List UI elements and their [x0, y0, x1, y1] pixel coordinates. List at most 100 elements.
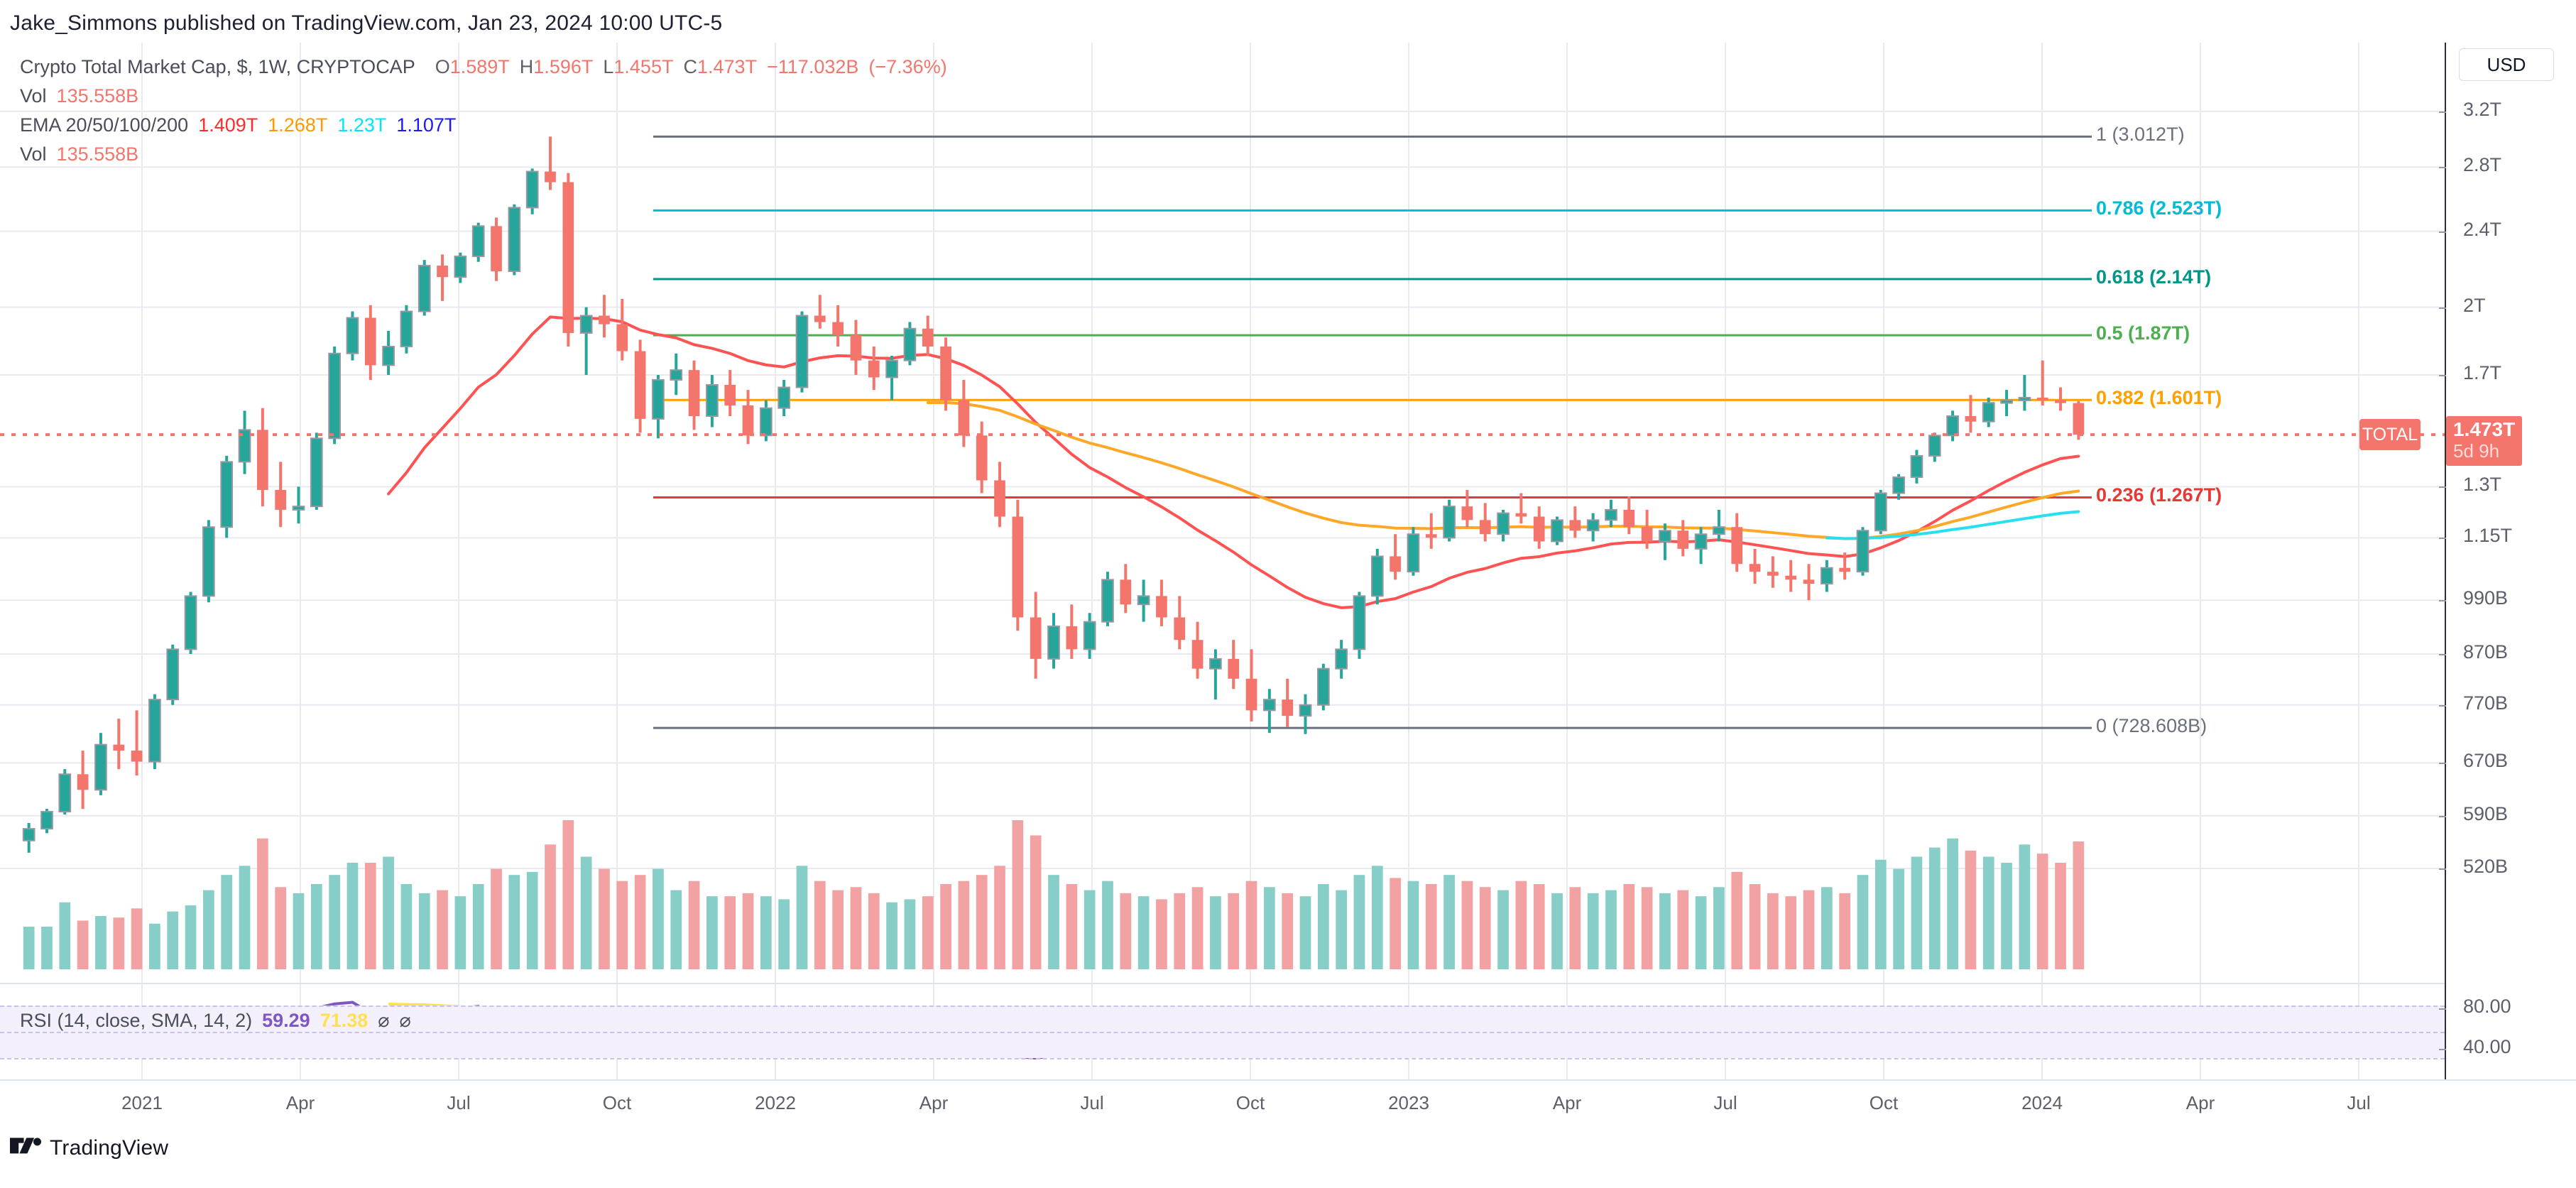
price-tick-11: 590B — [2463, 802, 2509, 824]
attribution-text: Jake_Simmons published on TradingView.co… — [10, 11, 723, 35]
candle-body — [1659, 530, 1671, 543]
rsi-pane[interactable]: RSI (14, close, SMA, 14, 2) 59.29 71.38 ⌀ ⌀ — [0, 983, 2445, 1079]
rsi-lower-band-line — [0, 1058, 2445, 1059]
volume-bar — [1587, 893, 1599, 969]
candle-body — [795, 315, 809, 388]
volume-bar — [886, 902, 897, 969]
tradingview-brand-name: TradingView — [50, 1136, 169, 1160]
candle-body — [652, 378, 665, 420]
legend-close-value: 1.473T — [697, 56, 758, 77]
legend-volume-row-2[interactable]: Vol 135.558B — [20, 140, 947, 169]
chart-frame: Crypto Total Market Cap, $, 1W, CRYPTOCA… — [0, 43, 2576, 1122]
price-axis[interactable]: USD 3.2T 2.8T 2.4T 2T 1.7T 1.3T 1.15T 990B 870B 7… — [2439, 43, 2576, 1079]
fib-label-0.382[interactable]: 0.382 (1.601T) — [2096, 387, 2222, 409]
legend-ema20-value: 1.409T — [198, 114, 258, 136]
candle-body — [382, 345, 395, 366]
legend-change-pct: (−7.36%) — [868, 56, 947, 77]
volume-bar — [1982, 856, 1994, 969]
price-tick-mark-11 — [2439, 815, 2446, 817]
time-tick-3: Oct — [602, 1092, 632, 1113]
fib-label-0.236[interactable]: 0.236 (1.267T) — [2096, 484, 2222, 506]
candle-body — [706, 383, 719, 418]
candle-body — [2000, 399, 2013, 404]
volume-bar — [221, 875, 233, 969]
candle-body — [1586, 519, 1600, 532]
chart-canvas — [0, 43, 2445, 1079]
legend-ema-row[interactable]: EMA 20/50/100/200 1.409T 1.268T 1.23T 1.107T — [20, 111, 947, 140]
candle-body — [1120, 579, 1132, 605]
volume-bar — [2019, 844, 2031, 969]
fib-label-0[interactable]: 0 (728.608B) — [2096, 715, 2207, 737]
candle-body — [1282, 699, 1294, 716]
volume-bar — [491, 868, 502, 969]
volume-bar — [239, 866, 251, 969]
time-tick-9: Apr — [1552, 1092, 1582, 1113]
candle-body — [1174, 617, 1186, 641]
rsi-legend[interactable]: RSI (14, close, SMA, 14, 2) 59.29 71.38 ⌀ ⌀ — [20, 1010, 411, 1032]
legend-symbol: Crypto Total Market Cap, $, 1W, CRYPTOCA… — [20, 56, 415, 77]
legend-change-abs: −117.032B — [767, 56, 859, 77]
volume-bar — [814, 881, 826, 969]
fib-label-0.786[interactable]: 0.786 (2.523T) — [2096, 197, 2222, 219]
candle-body — [688, 370, 700, 417]
candle-body — [471, 225, 485, 257]
volume-bar — [742, 893, 754, 969]
volume-bar — [653, 868, 664, 969]
volume-bar — [778, 899, 790, 969]
price-tick-0: 3.2T — [2463, 98, 2502, 120]
current-price-badge[interactable]: 1.473T 5d 9h — [2446, 416, 2523, 467]
fib-label-0.618[interactable]: 0.618 (2.14T) — [2096, 266, 2212, 288]
candle-body — [184, 595, 197, 650]
volume-bar — [1497, 890, 1509, 969]
volume-bar — [958, 881, 970, 969]
legend-symbol-row[interactable]: Crypto Total Market Cap, $, 1W, CRYPTOCA… — [20, 53, 947, 82]
time-axis[interactable]: 2021 Apr Jul Oct 2022 Apr Jul Oct 2023 Apr Jul Oct 2… — [0, 1079, 2576, 1122]
legend-ema100-value: 1.23T — [337, 114, 387, 136]
volume-bar — [760, 896, 772, 969]
time-tick-14: Jul — [2347, 1092, 2371, 1113]
volume-bar — [329, 875, 340, 969]
candle-body — [994, 480, 1005, 517]
candle-body — [94, 743, 107, 791]
candle-body — [1785, 575, 1797, 580]
volume-bar — [724, 896, 736, 969]
candle-body — [1156, 596, 1167, 618]
candle-body — [292, 506, 305, 511]
currency-chip[interactable]: USD — [2459, 48, 2554, 81]
legend-close-label: C — [683, 56, 697, 77]
volume-bar — [77, 920, 89, 969]
legend-open-value: 1.589T — [449, 56, 510, 77]
legend-volume-value: 135.558B — [56, 85, 139, 107]
price-tick-6: 1.15T — [2463, 525, 2513, 547]
fib-label-1[interactable]: 1 (3.012T) — [2096, 124, 2185, 146]
volume-bar — [1120, 893, 1132, 969]
fib-label-0.5[interactable]: 0.5 (1.87T) — [2096, 322, 2190, 344]
volume-bar — [526, 871, 538, 969]
price-tick-1: 2.8T — [2463, 154, 2502, 176]
price-tick-10: 670B — [2463, 750, 2509, 772]
price-tick-5: 1.3T — [2463, 474, 2502, 496]
volume-bar — [472, 884, 484, 969]
candle-body — [1012, 516, 1024, 618]
volume-bar — [1210, 896, 1221, 969]
price-tick-8: 870B — [2463, 641, 2509, 663]
candle-body — [1479, 520, 1491, 535]
candle-body — [508, 207, 521, 273]
volume-bar — [1084, 890, 1096, 969]
legend-volume-row[interactable]: Vol 135.558B — [20, 82, 947, 111]
volume-bar — [562, 820, 574, 969]
volume-bar — [1282, 893, 1294, 969]
time-tick-6: Jul — [1080, 1092, 1104, 1113]
candle-body — [634, 351, 646, 419]
candle-body — [1335, 648, 1348, 670]
price-plot-area[interactable] — [0, 43, 2445, 1079]
volume-bar — [1228, 893, 1240, 969]
legend-low-value: 1.455T — [613, 56, 674, 77]
volume-bar — [868, 893, 880, 969]
volume-bar — [1641, 887, 1653, 969]
candle-body — [1605, 508, 1617, 521]
candle-body — [22, 828, 36, 841]
candle-body — [599, 315, 610, 325]
candle-body — [166, 648, 180, 701]
time-tick-11: Oct — [1869, 1092, 1899, 1113]
